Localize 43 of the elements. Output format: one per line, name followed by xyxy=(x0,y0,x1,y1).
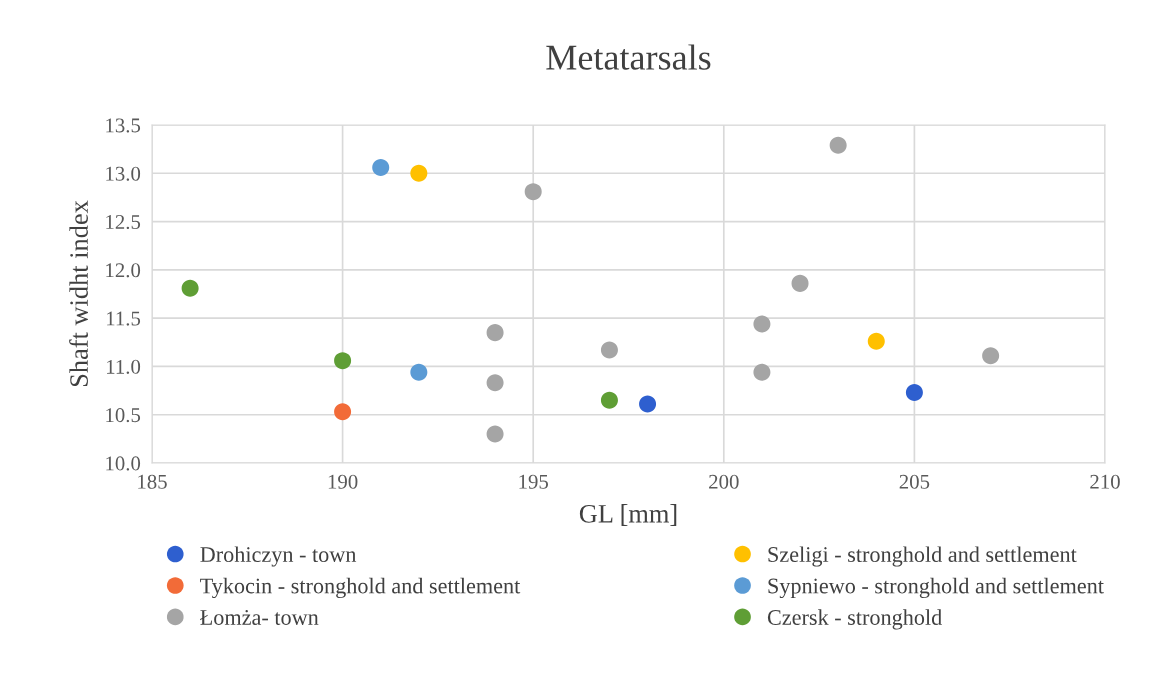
legend-label: Czersk - stronghold xyxy=(767,609,942,630)
legend-label: Tykocin - stronghold and settlement xyxy=(200,577,521,599)
y-tick-label: 13.5 xyxy=(106,118,141,133)
x-tick-label: 205 xyxy=(899,474,930,489)
point xyxy=(600,341,618,359)
chart-title: Metatarsals xyxy=(546,44,711,70)
y-tick-label: 10.5 xyxy=(106,408,141,423)
point xyxy=(600,391,618,409)
x-axis-title: GL [mm] xyxy=(579,504,677,526)
point xyxy=(372,158,390,176)
point xyxy=(791,274,809,292)
y-tick-label: 11.0 xyxy=(107,359,141,374)
point xyxy=(524,183,542,201)
legend-label: Drohiczyn - town xyxy=(200,546,357,567)
point xyxy=(486,425,504,443)
point xyxy=(181,279,199,297)
point xyxy=(410,363,428,381)
y-axis-title: Shaft widht index xyxy=(69,200,88,387)
point xyxy=(486,324,504,342)
y-tick-label: 10.0 xyxy=(106,456,141,471)
x-tick-label: 200 xyxy=(709,474,739,489)
point xyxy=(334,403,352,421)
y-tick-label: 13.0 xyxy=(106,166,141,181)
point xyxy=(982,347,1000,365)
y-tick-label: 11.5 xyxy=(107,311,141,326)
x-tick-label: 195 xyxy=(519,474,549,489)
y-tick-label: 12.0 xyxy=(106,263,141,278)
point xyxy=(905,384,923,402)
legend-label: Łomża- town xyxy=(200,610,319,625)
point xyxy=(753,363,771,381)
point xyxy=(486,374,504,392)
legend-label: Sypniewo - stronghold and settlement xyxy=(768,577,1104,599)
point xyxy=(639,395,657,413)
x-tick-label: 190 xyxy=(328,474,358,489)
y-tick-label: 12.5 xyxy=(106,215,141,230)
point xyxy=(829,136,847,154)
point xyxy=(867,332,885,350)
x-tick-label: 185 xyxy=(138,474,167,489)
point xyxy=(334,352,352,370)
x-tick-label: 210 xyxy=(1090,474,1120,489)
point xyxy=(410,164,428,182)
point xyxy=(753,315,771,333)
legend-label: Szeligi - stronghold and settlement xyxy=(768,546,1077,567)
